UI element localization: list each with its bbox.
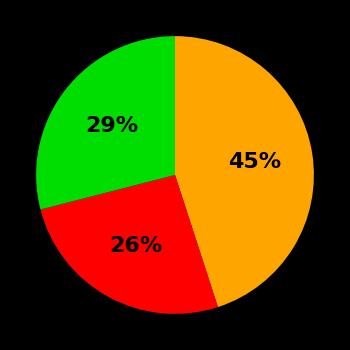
Text: 29%: 29% <box>85 116 138 136</box>
Text: 45%: 45% <box>228 152 281 173</box>
Wedge shape <box>41 175 218 314</box>
Wedge shape <box>36 36 175 210</box>
Wedge shape <box>175 36 314 307</box>
Text: 26%: 26% <box>110 236 163 256</box>
